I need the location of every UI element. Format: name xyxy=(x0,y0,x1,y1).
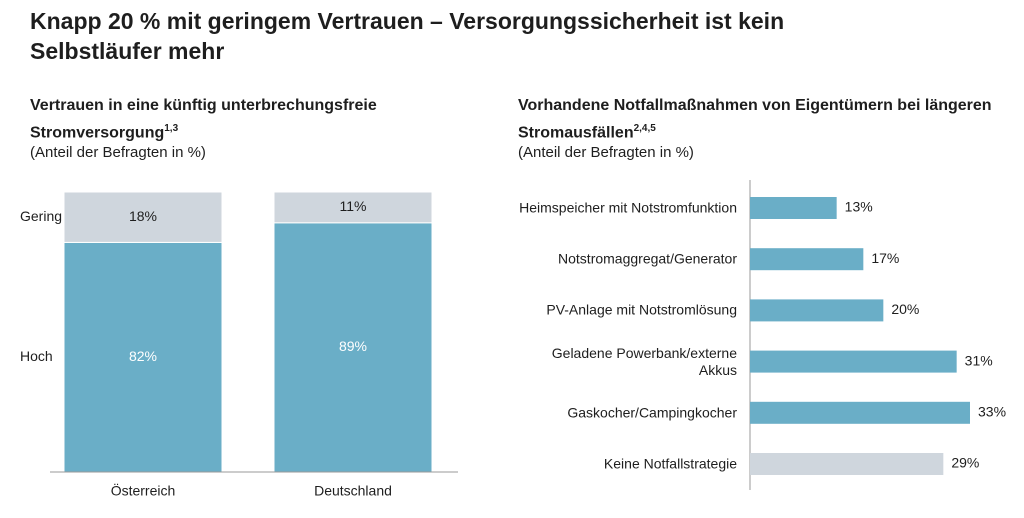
value-label: 20% xyxy=(891,301,919,317)
bar xyxy=(750,197,837,219)
y-tick-label: PV-Anlage mit Notstromlösung xyxy=(546,301,737,318)
y-tick-label: Geladene Powerbank/externe Akkus xyxy=(551,344,737,378)
x-tick-label: Deutschland xyxy=(314,483,392,499)
bar-segment xyxy=(273,191,433,224)
bar xyxy=(750,453,944,475)
bar-segment xyxy=(63,191,223,243)
x-tick-label: Österreich xyxy=(111,482,176,499)
chart-title-text: Vertrauen in eine künftig unterbrechungs… xyxy=(30,97,377,142)
value-label: 29% xyxy=(951,455,979,471)
y-tick-label: Keine Notfallstrategie xyxy=(603,455,737,472)
bar xyxy=(750,350,957,373)
value-label: 89% xyxy=(339,338,367,354)
footnote: 2,4,5 xyxy=(633,123,656,134)
bar xyxy=(750,401,970,424)
y-tick-label: Notstromaggregat/Generator xyxy=(558,250,737,267)
value-label: 18% xyxy=(129,208,157,224)
value-label: 13% xyxy=(845,199,873,215)
value-label: 82% xyxy=(129,348,157,364)
chart-subtitle: (Anteil der Befragten in %) xyxy=(30,144,206,161)
bar-segment xyxy=(63,241,223,473)
chart-subtitle: (Anteil der Befragten in %) xyxy=(518,144,694,161)
page-title: Knapp 20 % mit geringem Vertrauen – Vers… xyxy=(30,8,785,64)
value-label: 33% xyxy=(978,404,1006,420)
value-label: 11% xyxy=(340,198,367,214)
value-label: 17% xyxy=(871,250,899,266)
chart-title-text: Vorhandene Notfallmaßnahmen von Eigentüm… xyxy=(518,97,992,142)
bar xyxy=(750,248,864,271)
legend-label: Hoch xyxy=(20,348,53,364)
y-tick-label: Gaskocher/Campingkocher xyxy=(567,404,737,421)
footnote: 1,3 xyxy=(164,123,179,134)
chart-title: Vorhandene Notfallmaßnahmen von Eigentüm… xyxy=(518,94,998,144)
value-label: 31% xyxy=(965,352,993,368)
bar xyxy=(750,299,884,322)
legend-label: Gering xyxy=(20,208,62,224)
y-tick-label: Heimspeicher mit Notstromfunktion xyxy=(519,199,737,216)
chart-title: Vertrauen in eine künftig unterbrechungs… xyxy=(30,94,460,144)
